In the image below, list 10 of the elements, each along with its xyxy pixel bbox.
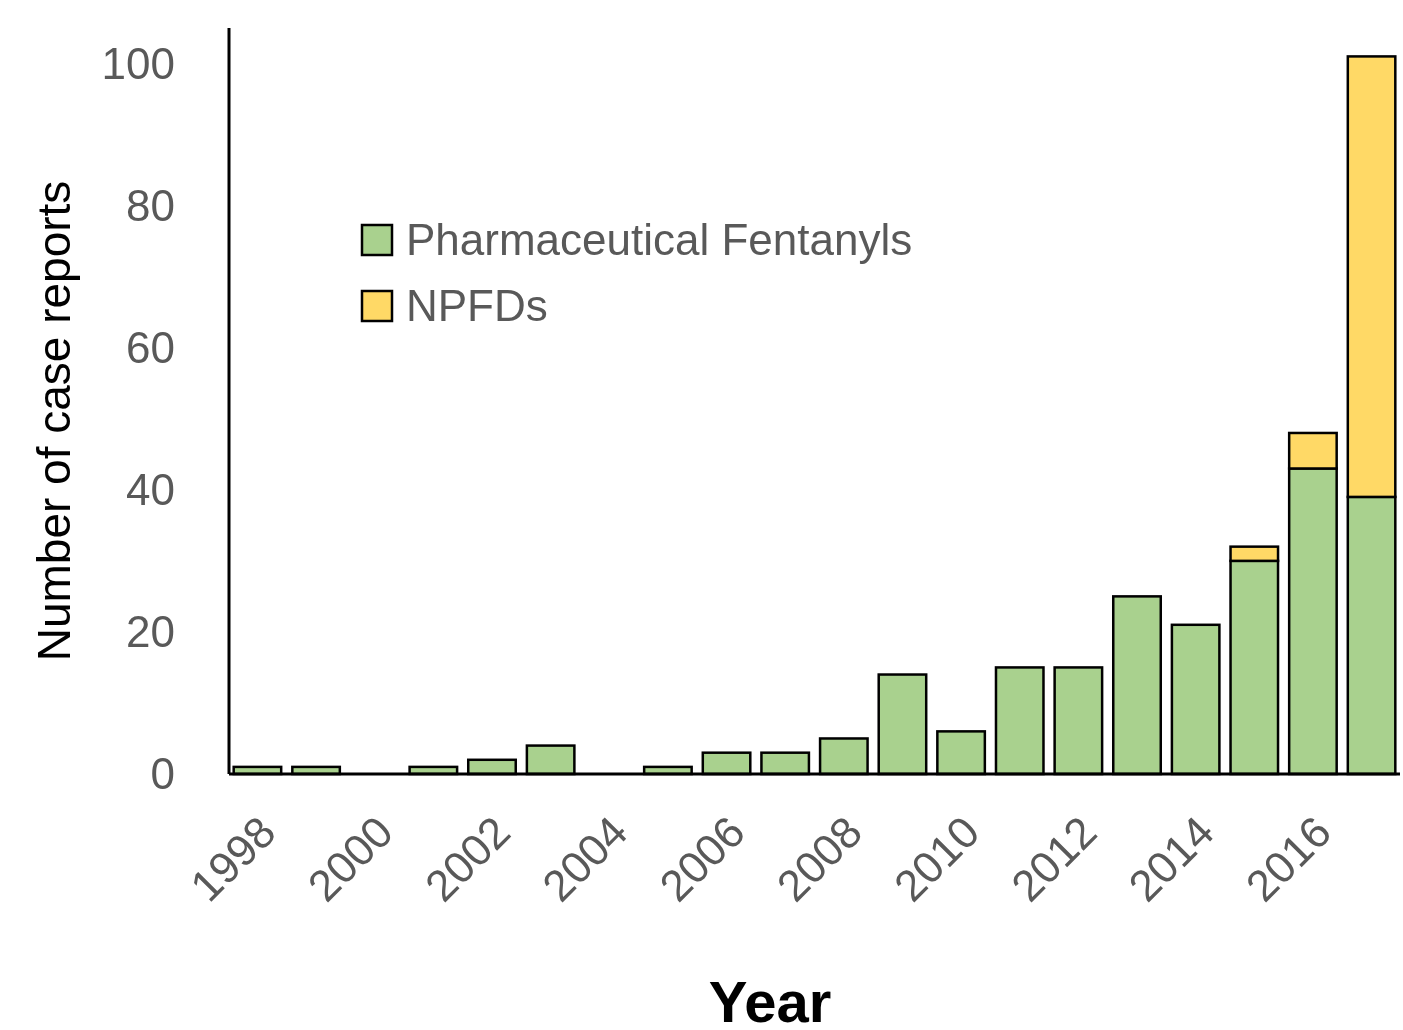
y-tick-label: 40 xyxy=(126,465,175,515)
y-tick-label: 100 xyxy=(101,38,175,88)
legend-label: NPFDs xyxy=(406,281,548,331)
x-axis-title: Year xyxy=(708,969,832,1030)
legend-label: Pharmaceutical Fentanyls xyxy=(406,215,913,265)
y-tick-label: 60 xyxy=(126,323,175,373)
y-tick-label: 0 xyxy=(150,749,175,799)
y-axis-title: Number of case reports xyxy=(28,180,80,662)
y-tick-label: 20 xyxy=(126,607,175,657)
y-tick-label: 80 xyxy=(126,181,175,231)
